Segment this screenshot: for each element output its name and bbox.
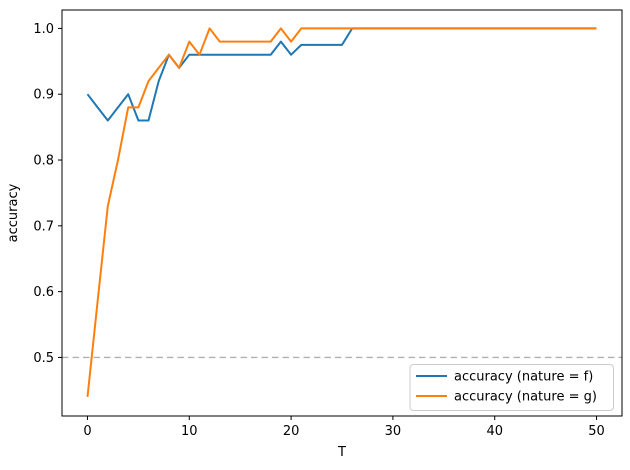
y-tick-label-0.7: 0.7 bbox=[33, 219, 54, 234]
y-tick-label-0.8: 0.8 bbox=[33, 154, 54, 169]
x-axis-label: T bbox=[337, 445, 346, 460]
series-line-nature-f bbox=[86, 27, 597, 122]
legend-box bbox=[409, 364, 614, 411]
legend-label-nature-g: accuracy (nature = g) bbox=[454, 390, 597, 405]
plot-border bbox=[61, 9, 623, 417]
x-tick-label-0: 0 bbox=[83, 424, 91, 439]
y-tick-label-0.9: 0.9 bbox=[33, 88, 54, 103]
x-tick-label-30: 30 bbox=[385, 424, 402, 439]
y-tick-label-1.0: 1.0 bbox=[33, 22, 54, 37]
y-tick-label-0.6: 0.6 bbox=[33, 285, 54, 300]
legend-label-nature-f: accuracy (nature = f) bbox=[454, 370, 593, 385]
y-tick-label-0.5: 0.5 bbox=[33, 351, 54, 366]
y-axis-label: accuracy bbox=[6, 183, 21, 242]
x-tick-label-40: 40 bbox=[486, 424, 503, 439]
x-tick-label-10: 10 bbox=[181, 424, 198, 439]
series-line-nature-g bbox=[86, 27, 597, 398]
x-tick-label-20: 20 bbox=[283, 424, 300, 439]
x-tick-label-50: 50 bbox=[588, 424, 605, 439]
